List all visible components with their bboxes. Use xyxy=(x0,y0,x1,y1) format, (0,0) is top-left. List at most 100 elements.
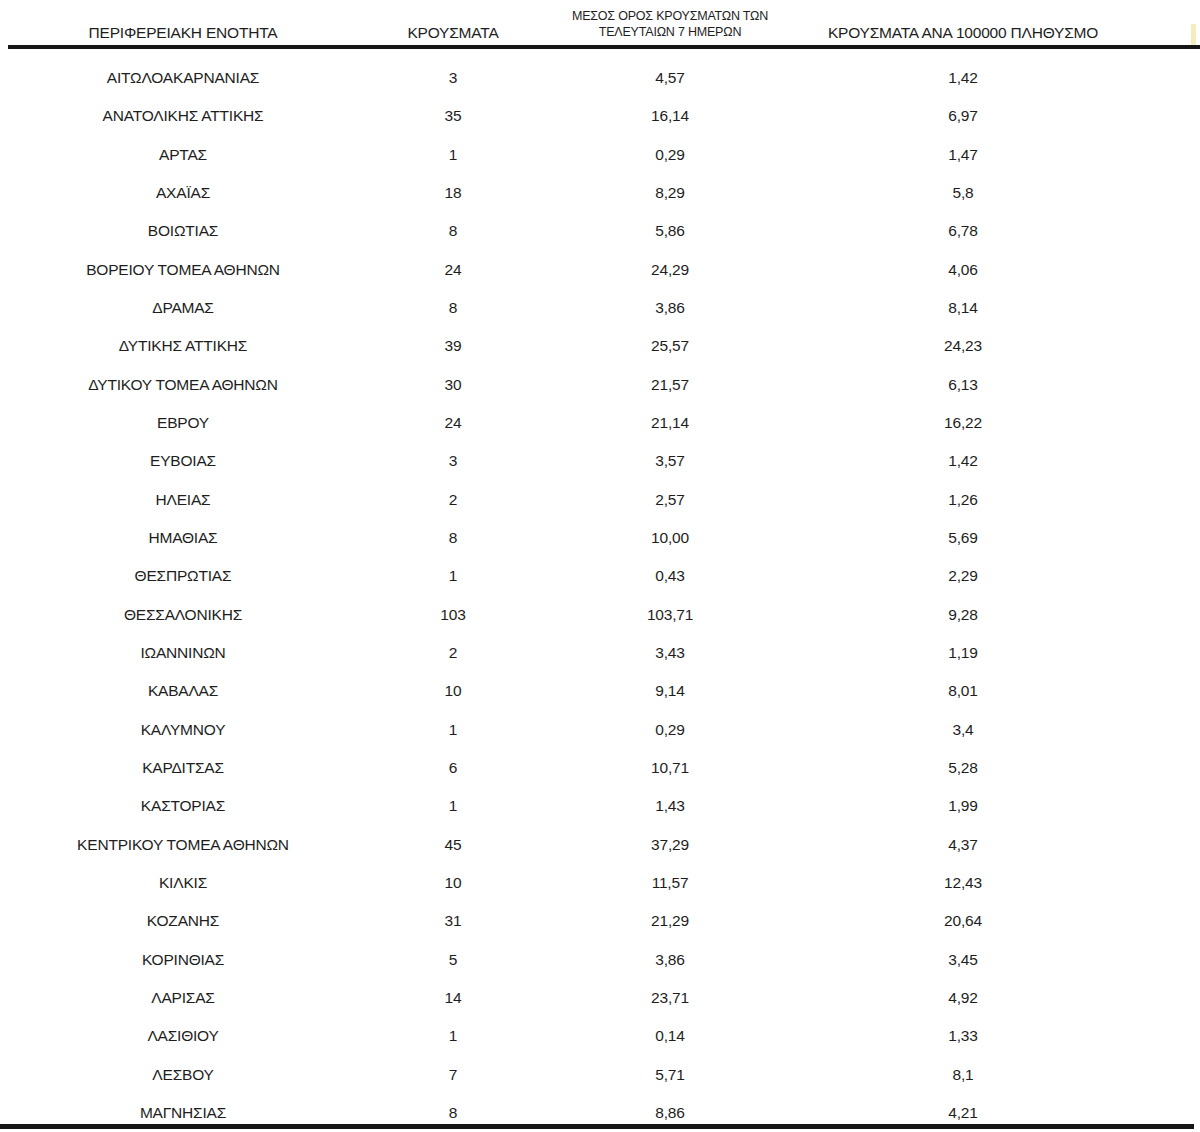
cases-cell: 8 xyxy=(366,289,540,327)
table-row: ΑΝΑΤΟΛΙΚΗΣ ΑΤΤΙΚΗΣ3516,146,97 xyxy=(0,97,1200,135)
region-cell: ΚΕΝΤΡΙΚΟΥ ΤΟΜΕΑ ΑΘΗΝΩΝ xyxy=(0,826,366,864)
region-cell: ΗΜΑΘΙΑΣ xyxy=(0,519,366,557)
table-row: ΚΙΛΚΙΣ1011,5712,43 xyxy=(0,864,1200,902)
per100k-cell: 8,01 xyxy=(800,672,1126,710)
cases-cell: 6 xyxy=(366,749,540,787)
table-header: ΠΕΡΙΦΕΡΕΙΑΚΗ ΕΝΟΤΗΤΑ ΚΡΟΥΣΜΑΤΑ ΜΕΣΟΣ ΟΡΟ… xyxy=(0,0,1200,45)
column-header-cases-label: ΚΡΟΥΣΜΑΤΑ xyxy=(407,24,498,41)
region-cell: ΑΡΤΑΣ xyxy=(0,136,366,174)
table-row: ΕΒΡΟΥ2421,1416,22 xyxy=(0,404,1200,442)
avg7-cell: 21,14 xyxy=(540,404,800,442)
avg7-cell: 21,29 xyxy=(540,902,800,940)
per100k-cell: 5,69 xyxy=(800,519,1126,557)
avg7-cell: 23,71 xyxy=(540,979,800,1017)
cases-cell: 8 xyxy=(366,212,540,250)
cases-cell: 3 xyxy=(366,442,540,480)
per100k-cell: 1,33 xyxy=(800,1017,1126,1055)
table-row: ΑΡΤΑΣ10,291,47 xyxy=(0,136,1200,174)
avg7-cell: 24,29 xyxy=(540,251,800,289)
cases-cell: 3 xyxy=(366,59,540,97)
per100k-cell: 1,19 xyxy=(800,634,1126,672)
region-cell: ΙΩΑΝΝΙΝΩΝ xyxy=(0,634,366,672)
cases-cell: 45 xyxy=(366,826,540,864)
region-cell: ΔΡΑΜΑΣ xyxy=(0,289,366,327)
cases-cell: 24 xyxy=(366,404,540,442)
table-row: ΘΕΣΠΡΩΤΙΑΣ10,432,29 xyxy=(0,557,1200,595)
region-cell: ΚΑΣΤΟΡΙΑΣ xyxy=(0,787,366,825)
table-row: ΛΕΣΒΟΥ75,718,1 xyxy=(0,1056,1200,1094)
cases-cell: 39 xyxy=(366,327,540,365)
region-cell: ΕΥΒΟΙΑΣ xyxy=(0,442,366,480)
table-row: ΕΥΒΟΙΑΣ33,571,42 xyxy=(0,442,1200,480)
per100k-cell: 1,42 xyxy=(800,59,1126,97)
cases-cell: 24 xyxy=(366,251,540,289)
region-cell: ΛΑΡΙΣΑΣ xyxy=(0,979,366,1017)
avg7-cell: 9,14 xyxy=(540,672,800,710)
table-row: ΛΑΣΙΘΙΟΥ10,141,33 xyxy=(0,1017,1200,1055)
table-row: ΚΑΒΑΛΑΣ109,148,01 xyxy=(0,672,1200,710)
per100k-cell: 8,1 xyxy=(800,1056,1126,1094)
per100k-cell: 4,06 xyxy=(800,251,1126,289)
cases-cell: 18 xyxy=(366,174,540,212)
avg7-cell: 8,29 xyxy=(540,174,800,212)
per100k-cell: 12,43 xyxy=(800,864,1126,902)
region-cell: ΚΑΒΑΛΑΣ xyxy=(0,672,366,710)
region-cell: ΛΑΣΙΘΙΟΥ xyxy=(0,1017,366,1055)
avg7-cell: 16,14 xyxy=(540,97,800,135)
per100k-cell: 1,47 xyxy=(800,136,1126,174)
region-cell: ΑΝΑΤΟΛΙΚΗΣ ΑΤΤΙΚΗΣ xyxy=(0,97,366,135)
table-row: ΚΑΡΔΙΤΣΑΣ610,715,28 xyxy=(0,749,1200,787)
cases-cell: 5 xyxy=(366,941,540,979)
cases-cell: 2 xyxy=(366,481,540,519)
table-row: ΚΑΛΥΜΝΟΥ10,293,4 xyxy=(0,711,1200,749)
per100k-cell: 9,28 xyxy=(800,596,1126,634)
cases-cell: 30 xyxy=(366,366,540,404)
table-row: ΔΡΑΜΑΣ83,868,14 xyxy=(0,289,1200,327)
table-row: ΒΟΙΩΤΙΑΣ85,866,78 xyxy=(0,212,1200,250)
per100k-cell: 4,92 xyxy=(800,979,1126,1017)
table-row: ΗΜΑΘΙΑΣ810,005,69 xyxy=(0,519,1200,557)
region-cell: ΚΟΡΙΝΘΙΑΣ xyxy=(0,941,366,979)
per100k-cell: 1,42 xyxy=(800,442,1126,480)
per100k-cell: 16,22 xyxy=(800,404,1126,442)
avg7-cell: 3,43 xyxy=(540,634,800,672)
header-divider xyxy=(8,45,1200,49)
column-header-7day-average-line1: ΜΕΣΟΣ ΟΡΟΣ ΚΡΟΥΣΜΑΤΩΝ ΤΩΝ xyxy=(572,8,768,24)
table-row: ΙΩΑΝΝΙΝΩΝ23,431,19 xyxy=(0,634,1200,672)
region-cell: ΚΙΛΚΙΣ xyxy=(0,864,366,902)
region-cell: ΔΥΤΙΚΗΣ ΑΤΤΙΚΗΣ xyxy=(0,327,366,365)
avg7-cell: 5,86 xyxy=(540,212,800,250)
cases-cell: 10 xyxy=(366,672,540,710)
avg7-cell: 37,29 xyxy=(540,826,800,864)
per100k-cell: 24,23 xyxy=(800,327,1126,365)
cases-cell: 35 xyxy=(366,97,540,135)
avg7-cell: 11,57 xyxy=(540,864,800,902)
per100k-cell: 1,26 xyxy=(800,481,1126,519)
table-row: ΔΥΤΙΚΟΥ ΤΟΜΕΑ ΑΘΗΝΩΝ3021,576,13 xyxy=(0,366,1200,404)
table-row: ΔΥΤΙΚΗΣ ΑΤΤΙΚΗΣ3925,5724,23 xyxy=(0,327,1200,365)
column-header-7day-average-line2: ΤΕΛΕΥΤΑΙΩΝ 7 ΗΜΕΡΩΝ xyxy=(599,24,741,40)
avg7-cell: 0,43 xyxy=(540,557,800,595)
cases-cell: 14 xyxy=(366,979,540,1017)
cases-cell: 1 xyxy=(366,557,540,595)
region-cell: ΗΛΕΙΑΣ xyxy=(0,481,366,519)
per100k-cell: 6,13 xyxy=(800,366,1126,404)
cases-cell: 1 xyxy=(366,136,540,174)
covid-regional-cases-table-page: ΠΕΡΙΦΕΡΕΙΑΚΗ ΕΝΟΤΗΤΑ ΚΡΟΥΣΜΑΤΑ ΜΕΣΟΣ ΟΡΟ… xyxy=(0,0,1200,1132)
table-row: ΑΧΑΪΑΣ188,295,8 xyxy=(0,174,1200,212)
per100k-cell: 5,28 xyxy=(800,749,1126,787)
per100k-cell: 6,97 xyxy=(800,97,1126,135)
region-cell: ΘΕΣΣΑΛΟΝΙΚΗΣ xyxy=(0,596,366,634)
table-row: ΚΑΣΤΟΡΙΑΣ11,431,99 xyxy=(0,787,1200,825)
table-row: ΛΑΡΙΣΑΣ1423,714,92 xyxy=(0,979,1200,1017)
avg7-cell: 10,00 xyxy=(540,519,800,557)
avg7-cell: 21,57 xyxy=(540,366,800,404)
table-row: ΚΕΝΤΡΙΚΟΥ ΤΟΜΕΑ ΑΘΗΝΩΝ4537,294,37 xyxy=(0,826,1200,864)
column-header-per-100000: ΚΡΟΥΣΜΑΤΑ ΑΝΑ 100000 ΠΛΗΘΥΣΜΟ xyxy=(800,24,1126,45)
per100k-cell: 3,4 xyxy=(800,711,1126,749)
region-cell: ΔΥΤΙΚΟΥ ΤΟΜΕΑ ΑΘΗΝΩΝ xyxy=(0,366,366,404)
avg7-cell: 0,14 xyxy=(540,1017,800,1055)
cases-cell: 1 xyxy=(366,711,540,749)
bottom-divider xyxy=(0,1124,1194,1129)
region-cell: ΕΒΡΟΥ xyxy=(0,404,366,442)
